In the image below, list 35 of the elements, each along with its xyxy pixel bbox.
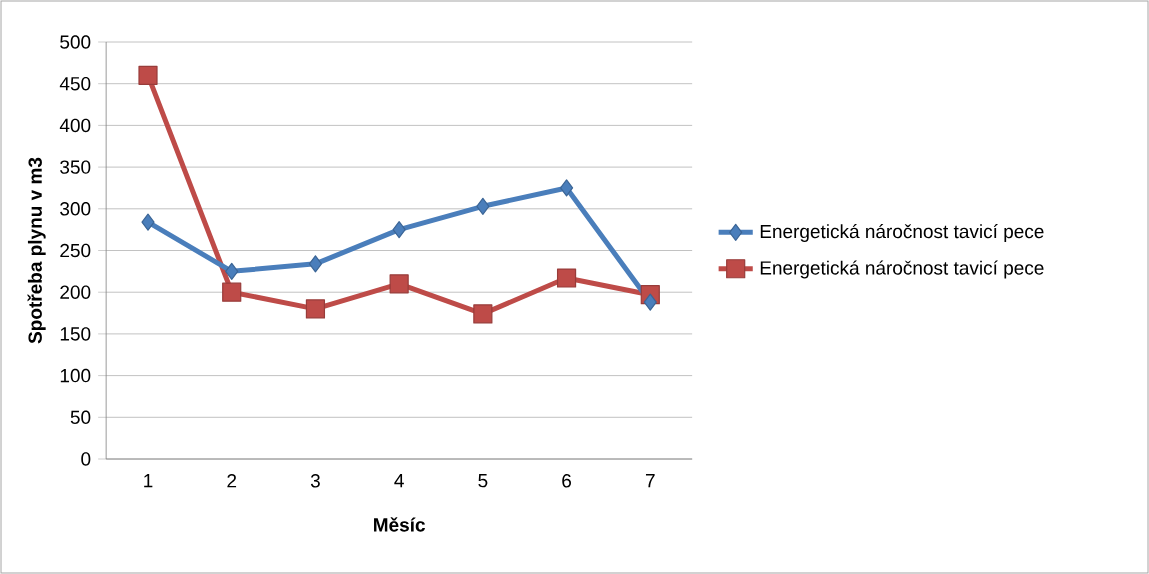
y-axis-title: Spotřeba plynu v m3: [27, 157, 46, 344]
x-tick-label: 3: [310, 474, 320, 488]
y-tick-label: 150: [60, 327, 91, 341]
x-tick-label: 4: [394, 474, 404, 488]
legend-label: Energetická náročnost tavicí pece: [760, 260, 1044, 279]
x-tick-label: 6: [562, 474, 572, 488]
x-tick-label: 2: [227, 474, 237, 488]
point: [392, 221, 406, 239]
x-tick-label: 1: [144, 474, 153, 488]
y-tick-label: 400: [59, 118, 91, 133]
point: [222, 282, 242, 302]
y-tick-label: 0: [81, 452, 91, 466]
legend-label: Energetická náročnost tavicí pece: [760, 224, 1044, 242]
point: [643, 293, 657, 311]
point: [305, 299, 326, 319]
x-tick-label: 5: [478, 474, 488, 488]
point: [138, 65, 158, 85]
point: [225, 262, 239, 280]
point: [308, 255, 323, 273]
point: [141, 213, 155, 231]
x-tick-label: 7: [645, 474, 655, 488]
point: [473, 304, 493, 324]
point: [389, 274, 409, 294]
y-tick-label: 50: [70, 410, 91, 425]
point: [476, 197, 490, 215]
point: [559, 179, 574, 197]
y-tick-label: 250: [60, 243, 91, 258]
y-tick-label: 500: [60, 35, 91, 49]
point: [556, 268, 577, 288]
y-tick-label: 300: [60, 202, 91, 216]
y-tick-label: 200: [60, 285, 91, 299]
y-tick-label: 350: [60, 160, 91, 174]
y-tick-label: 100: [60, 368, 91, 383]
y-tick-label: 450: [59, 76, 91, 91]
x-axis-title: Měsíc: [374, 517, 425, 532]
